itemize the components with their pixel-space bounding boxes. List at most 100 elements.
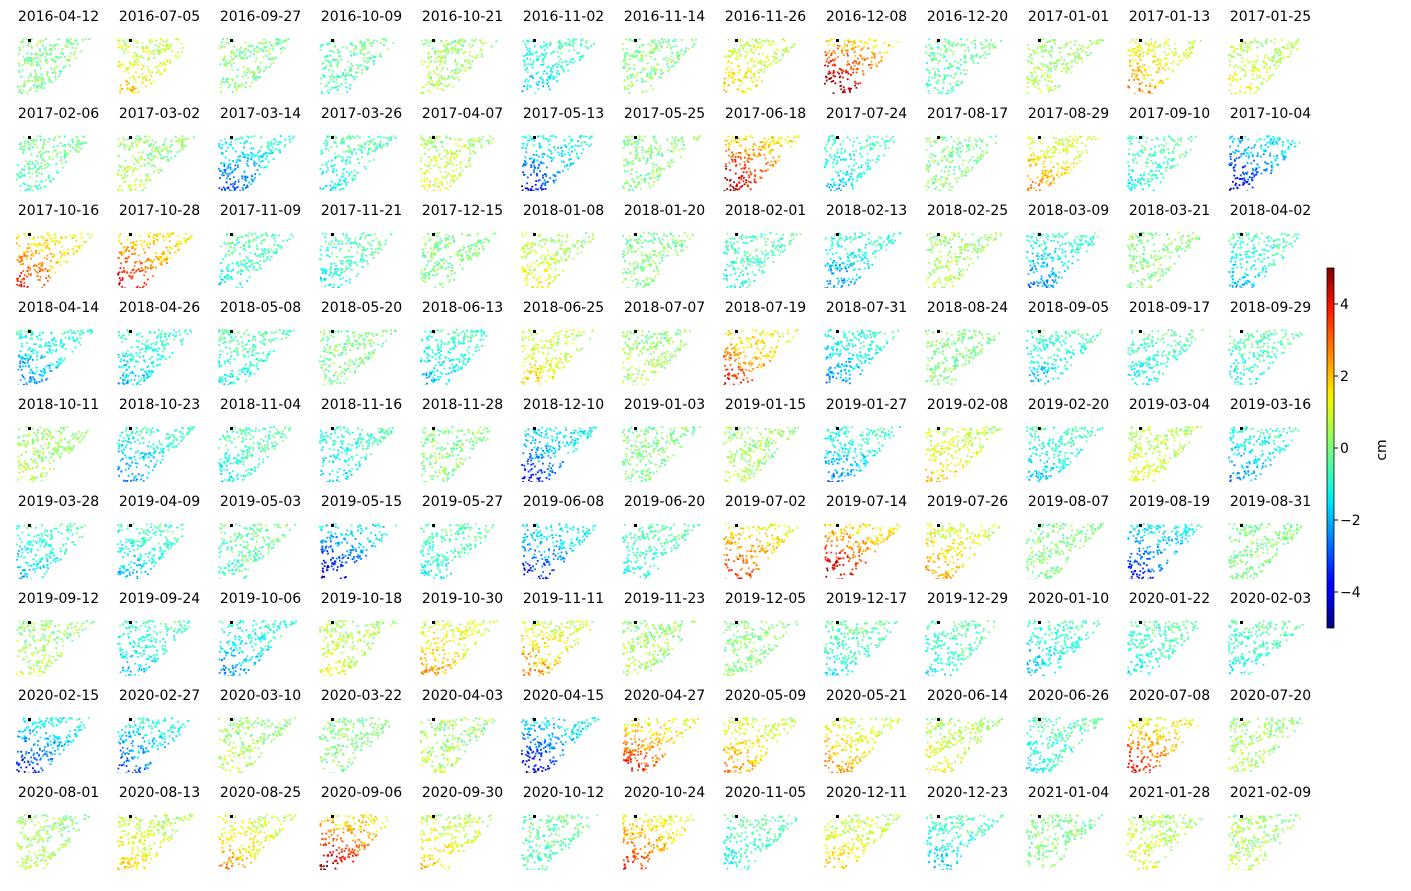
pixel-mark (456, 76, 459, 79)
pixel-mark (1033, 79, 1035, 82)
pixel-mark (454, 69, 457, 72)
pixel-mark (157, 45, 159, 47)
pixel-mark (963, 54, 966, 57)
pixel-mark (652, 163, 654, 166)
pixel-mark (632, 55, 635, 58)
pixel-mark (749, 49, 752, 52)
pixel-mark (458, 145, 461, 147)
pixel-mark (158, 146, 161, 149)
pixel-mark (354, 175, 357, 177)
pixel-mark (590, 135, 593, 138)
pixel-mark (268, 66, 271, 68)
pixel-mark (549, 88, 551, 91)
pixel-mark (1128, 48, 1131, 51)
pixel-mark (263, 70, 265, 72)
pixel-mark (231, 49, 234, 52)
pixel-mark (1135, 45, 1138, 48)
pixel-mark (630, 54, 633, 57)
pixel-mark (221, 45, 224, 48)
pixel-mark (41, 173, 43, 175)
pixel-mark (740, 167, 743, 170)
pixel-mark (1034, 86, 1037, 88)
pixel-mark (469, 145, 472, 147)
pixel-mark (30, 186, 32, 188)
pixel-mark (626, 70, 628, 73)
pixel-mark (132, 92, 135, 94)
pixel-mark (755, 39, 758, 41)
pixel-mark (66, 46, 69, 48)
pixel-mark (181, 141, 184, 144)
pixel-mark (872, 52, 875, 55)
pixel-mark (340, 83, 343, 86)
pixel-mark (138, 141, 140, 143)
pixel-mark (725, 71, 727, 74)
pixel-mark (349, 66, 352, 69)
pixel-mark (70, 41, 72, 44)
pixel-mark (65, 45, 68, 48)
pixel-mark (352, 135, 354, 138)
pixel-mark (681, 148, 683, 150)
pixel-mark (433, 50, 436, 53)
pixel-mark (137, 64, 139, 66)
pixel-mark (1148, 66, 1151, 69)
pixel-mark (1054, 39, 1056, 41)
pixel-mark (428, 137, 431, 139)
pixel-mark (118, 185, 121, 188)
pixel-mark (830, 147, 832, 150)
pixel-mark (580, 39, 583, 42)
pixel-mark (773, 57, 776, 60)
pixel-mark (828, 136, 830, 139)
pixel-mark (853, 60, 856, 62)
panel-date-title: 2016-12-20 (917, 9, 1018, 25)
pixel-mark (627, 161, 630, 164)
pixel-mark (676, 61, 678, 64)
pixel-mark (730, 139, 733, 142)
pixel-mark (144, 186, 147, 189)
pixel-mark (753, 51, 755, 54)
pixel-mark (1044, 50, 1047, 52)
pixel-mark (797, 136, 799, 139)
pixel-mark (549, 76, 552, 79)
pixel-mark (77, 146, 79, 148)
pixel-mark (671, 52, 674, 54)
pixel-mark (1000, 40, 1002, 42)
pixel-mark (638, 159, 641, 162)
pixel-mark (134, 188, 137, 191)
pixel-mark (523, 55, 525, 57)
pixel-mark (321, 171, 324, 174)
pixel-mark (674, 61, 676, 64)
pixel-mark (223, 45, 226, 48)
pixel-mark (762, 147, 765, 150)
pixel-mark (765, 65, 767, 67)
pixel-mark (131, 142, 134, 144)
pixel-mark (985, 53, 988, 56)
pixel-mark (235, 187, 237, 189)
pixel-mark (739, 156, 742, 158)
pixel-mark (423, 180, 426, 182)
pixel-mark (842, 47, 844, 50)
pixel-mark (426, 139, 429, 142)
pixel-mark (751, 38, 754, 41)
pixel-mark (739, 39, 742, 41)
pixel-mark (725, 165, 727, 168)
pixel-mark (246, 135, 249, 138)
pixel-mark (561, 65, 564, 68)
pixel-mark (1065, 42, 1068, 45)
pixel-mark (794, 140, 796, 143)
pixel-mark (757, 41, 759, 44)
pixel-mark (63, 144, 66, 146)
pixel-mark (59, 142, 62, 144)
pixel-mark (945, 59, 948, 62)
pixel-mark (233, 46, 235, 48)
pixel-mark (16, 164, 19, 166)
panel-date-title: 2017-03-02 (109, 106, 210, 122)
pixel-mark (459, 162, 462, 165)
pixel-mark (1049, 88, 1052, 91)
pixel-mark (445, 162, 448, 164)
pixel-mark (258, 164, 261, 167)
pixel-mark (961, 81, 964, 83)
pixel-mark (434, 39, 437, 42)
pixel-mark (426, 41, 428, 44)
pixel-mark (454, 59, 457, 62)
pixel-mark (26, 80, 29, 83)
